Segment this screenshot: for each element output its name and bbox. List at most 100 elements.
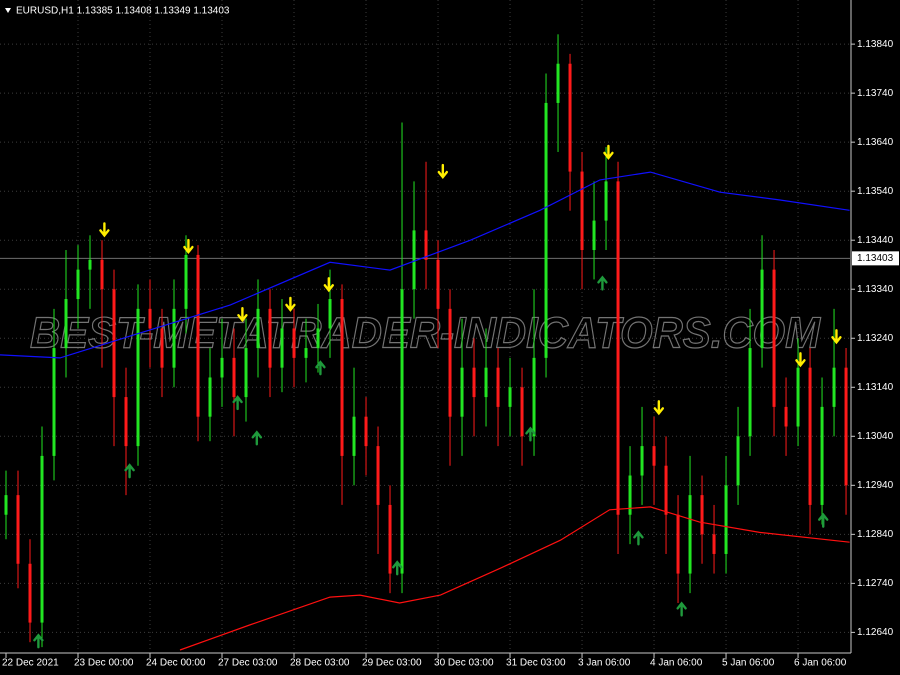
candle-body (844, 367, 848, 486)
buy-arrow (633, 530, 644, 546)
candle-body (628, 475, 632, 515)
buy-arrow (392, 560, 403, 576)
candle-body (712, 534, 716, 554)
buy-arrow (676, 601, 687, 617)
candle-body (136, 308, 140, 447)
chart-title: EURUSD,H1 1.13385 1.13408 1.13349 1.1340… (16, 6, 230, 17)
y-tick-label: 1.13840 (857, 39, 894, 50)
y-tick-label: 1.12740 (857, 578, 894, 589)
candle-body (580, 171, 584, 251)
x-tick-label: 27 Dec 03:00 (218, 658, 278, 669)
x-tick-label: 31 Dec 03:00 (506, 658, 566, 669)
candle-body (244, 348, 248, 398)
buy-arrow (33, 633, 44, 649)
candle-body (268, 308, 272, 368)
grid (0, 0, 850, 652)
y-tick-label: 1.13440 (857, 235, 894, 246)
buy-arrow (251, 430, 263, 446)
candle-body (484, 367, 488, 398)
buy-arrow (525, 426, 536, 442)
candle-body (532, 357, 536, 437)
x-tick-label: 24 Dec 00:00 (146, 658, 206, 669)
candle-body (676, 514, 680, 574)
x-tick-label: 22 Dec 2021 (2, 658, 59, 669)
candle-body (352, 416, 356, 456)
candle-body (808, 367, 812, 505)
candle-body (148, 308, 152, 329)
candle-body (820, 406, 824, 505)
x-tick-label: 5 Jan 06:00 (722, 658, 775, 669)
sell-arrow (795, 352, 806, 368)
candle-body (412, 230, 416, 290)
candle-body (100, 259, 104, 290)
candle-body (688, 495, 692, 574)
candle-body (652, 446, 656, 466)
candle-body (340, 299, 344, 456)
candle-body (196, 254, 200, 417)
y-tick-label: 1.13040 (857, 431, 894, 442)
moving-average-line (179, 506, 850, 651)
candle-body (424, 230, 428, 260)
x-tick-label: 29 Dec 03:00 (362, 658, 422, 669)
y-tick-label: 1.13740 (857, 88, 894, 99)
candle-body (784, 406, 788, 427)
moving-average-line (0, 171, 850, 359)
candle-body (376, 446, 380, 505)
x-tick-label: 23 Dec 00:00 (74, 658, 134, 669)
x-tick-label: 30 Dec 03:00 (434, 658, 494, 669)
candle-body (124, 397, 128, 447)
candle-body (208, 377, 212, 417)
sell-arrow (437, 163, 449, 179)
candle-body (736, 436, 740, 486)
candle-body (76, 269, 80, 300)
x-tick-label: 3 Jan 06:00 (578, 658, 631, 669)
candle-body (328, 299, 332, 329)
y-tick-label: 1.13640 (857, 137, 894, 148)
y-tick-label: 1.12840 (857, 529, 894, 540)
candle-body (772, 269, 776, 407)
y-tick-label: 1.13140 (857, 382, 894, 393)
candle-body (616, 181, 620, 515)
candle-body (88, 259, 92, 270)
y-tick-label: 1.13340 (857, 284, 894, 295)
sell-arrow (237, 307, 248, 323)
candle-body (52, 348, 56, 456)
candle-body (4, 495, 8, 515)
candle-body (436, 259, 440, 309)
candle-body (472, 367, 476, 398)
candle-body (280, 328, 284, 368)
candle-body (16, 495, 20, 564)
buy-arrow (597, 275, 608, 291)
candle-body (760, 269, 764, 349)
candle-body (388, 504, 392, 574)
candle-body (724, 485, 728, 554)
candle-body (604, 181, 608, 221)
candle-body (316, 328, 320, 349)
candle-body (544, 102, 548, 358)
plot-area (0, 34, 850, 651)
candle-body (592, 220, 596, 251)
collapse-icon[interactable] (5, 8, 11, 13)
candle-body (640, 446, 644, 476)
candle-body (184, 254, 188, 309)
x-tick-label: 6 Jan 06:00 (794, 658, 847, 669)
candle-body (220, 357, 224, 378)
y-tick-label: 1.12640 (857, 627, 894, 638)
sell-arrow (603, 144, 614, 160)
y-tick-label: 1.13240 (857, 333, 894, 344)
buy-arrow (232, 395, 243, 411)
sell-arrow (323, 277, 335, 293)
candle-body (700, 495, 704, 535)
sell-arrow (285, 296, 296, 312)
axes: 1.13840 1.13740 1.13640 1.13540 1.13440 1.133… (2, 39, 899, 669)
candle-body (508, 387, 512, 407)
candle-body (832, 367, 836, 407)
candle-body (160, 328, 164, 368)
candle-body (40, 455, 44, 623)
sell-arrow (653, 400, 665, 416)
candle-body (292, 328, 296, 358)
candle-body (232, 357, 236, 398)
candle-body (568, 63, 572, 172)
candle-body (172, 308, 176, 368)
sell-arrow (831, 329, 842, 345)
